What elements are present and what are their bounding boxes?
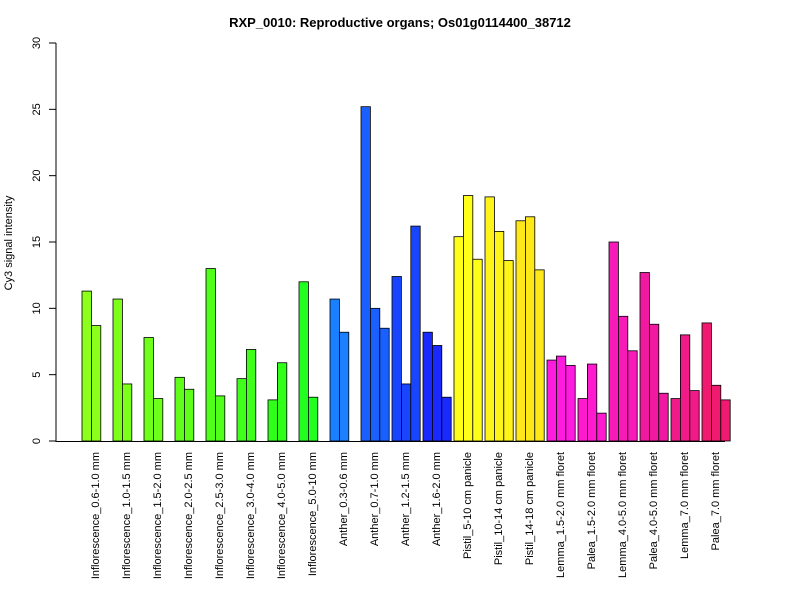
x-tick-label: Palea_1.5-2.0 mm floret [586, 452, 598, 569]
x-tick-label: Palea_4.0-5.0 mm floret [648, 452, 660, 569]
y-tick-label: 20 [31, 170, 43, 182]
bar [329, 298, 340, 442]
bar [236, 378, 247, 442]
bar [81, 290, 92, 442]
y-axis-label: Cy3 signal intensity [3, 195, 15, 290]
bar [431, 345, 443, 442]
bar [391, 276, 402, 442]
bar [618, 315, 629, 442]
bar [472, 258, 483, 442]
bar [639, 272, 650, 442]
bar [493, 230, 505, 442]
x-tick-label: Lemma_1.5-2.0 mm floret [555, 452, 567, 578]
bar [267, 399, 278, 442]
x-tick-label: Palea_7.0 mm floret [710, 452, 722, 550]
bar [214, 395, 226, 442]
x-tick-label: Inflorescence_4.0-5.0 mm [276, 452, 288, 579]
bar [462, 195, 474, 442]
x-tick-label: Anther_0.3-0.6 mm [338, 452, 350, 546]
bar [565, 364, 576, 442]
bar [689, 390, 700, 442]
bar [338, 331, 350, 442]
bar [441, 396, 452, 442]
bar [670, 398, 681, 442]
x-tick-label: Pistil_5-10 cm panicle [462, 452, 474, 559]
y-tick-label: 0 [31, 438, 43, 444]
x-tick-label: Inflorescence_2.5-3.0 mm [214, 452, 226, 579]
y-tick-label: 15 [31, 236, 43, 248]
y-tick-label: 25 [31, 103, 43, 115]
bar [400, 383, 412, 442]
y-tick-label: 5 [31, 372, 43, 378]
bar [183, 388, 195, 442]
bar [596, 412, 607, 442]
bar [711, 384, 722, 442]
bar [245, 349, 257, 442]
bar [546, 359, 557, 442]
y-tick-label: 30 [31, 37, 43, 49]
x-tick-label: Inflorescence_3.0-4.0 mm [245, 452, 257, 579]
y-tick-label: 10 [31, 302, 43, 314]
x-tick-label: Anther_1.6-2.0 mm [431, 452, 443, 546]
bar [276, 362, 288, 442]
bar [307, 396, 319, 442]
x-tick-label: Inflorescence_1.0-1.5 mm [121, 452, 133, 579]
x-tick-label: Lemma_4.0-5.0 mm floret [617, 452, 629, 578]
bar [174, 376, 185, 442]
bar [112, 298, 123, 442]
x-tick-label: Inflorescence_5.0-10 mm [307, 452, 319, 576]
bar [503, 260, 514, 442]
bar [701, 322, 712, 442]
bar [379, 327, 390, 442]
bar [143, 337, 154, 442]
bar [577, 398, 588, 442]
bar [484, 196, 495, 442]
bar [360, 106, 371, 442]
bar [91, 325, 102, 442]
x-tick-label: Inflorescence_0.6-1.0 mm [90, 452, 102, 579]
bar [515, 220, 526, 442]
bar [627, 350, 638, 442]
y-axis-ticks: 0 5 10 15 20 25 30 [31, 37, 56, 444]
x-tick-labels: Inflorescence_0.6-1.0 mm Inflorescence_1.… [90, 452, 722, 579]
bar [410, 225, 421, 442]
x-tick-label: Pistil_14-18 cm panicle [524, 452, 536, 565]
chart-title: RXP_0010: Reproductive organs; Os01g0114… [229, 15, 571, 30]
bar [608, 241, 619, 442]
bar [298, 281, 309, 442]
bar [649, 323, 660, 442]
bar [152, 398, 164, 442]
bar [587, 363, 598, 442]
x-tick-label: Anther_0.7-1.0 mm [369, 452, 381, 546]
x-tick-label: Pistil_10-14 cm panicle [493, 452, 505, 565]
x-tick-label: Inflorescence_2.0-2.5 mm [183, 452, 195, 579]
bar [205, 268, 216, 442]
x-tick-label: Lemma_7.0 mm floret [679, 452, 691, 559]
bar [369, 307, 381, 442]
bar [680, 334, 691, 442]
bar [453, 236, 464, 442]
bar [422, 331, 433, 442]
bar [720, 399, 731, 442]
bar [658, 392, 669, 442]
bars-group [81, 106, 731, 442]
x-tick-label: Anther_1.2-1.5 mm [400, 452, 412, 546]
bar [525, 216, 536, 442]
x-tick-label: Inflorescence_1.5-2.0 mm [152, 452, 164, 579]
bar [534, 269, 545, 442]
bar [556, 355, 567, 442]
bar [122, 383, 133, 442]
